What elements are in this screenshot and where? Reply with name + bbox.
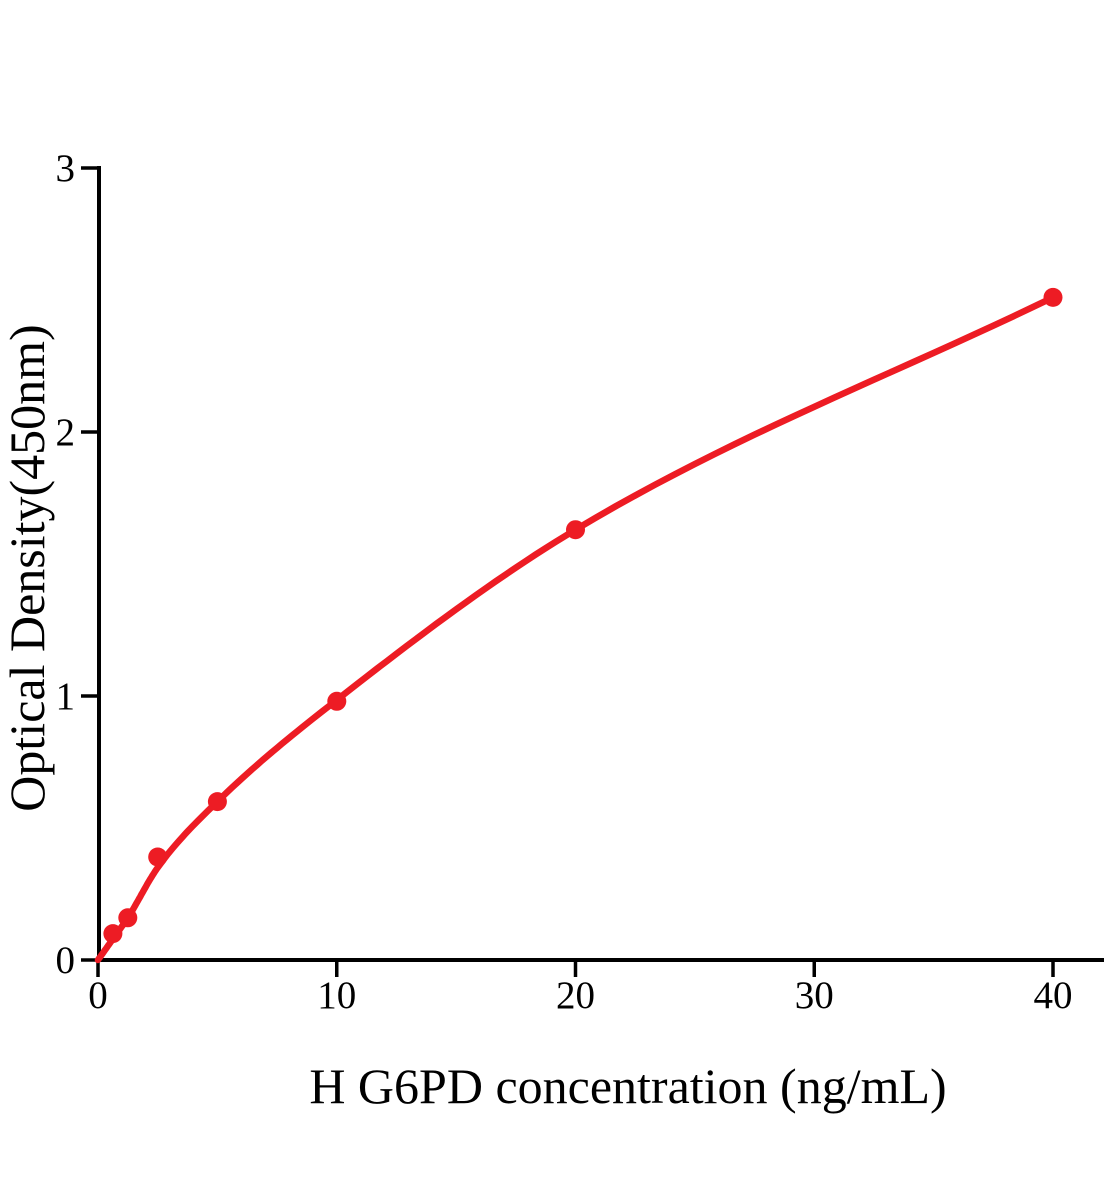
x-tick-label: 20 — [556, 974, 595, 1017]
x-tick-label: 0 — [88, 974, 108, 1017]
data-point — [103, 924, 123, 944]
y-tick-label: 0 — [56, 939, 76, 982]
y-axis-ticks: 0 1 2 3 — [56, 147, 97, 982]
x-tick-label: 30 — [795, 974, 834, 1017]
y-axis-title: Optical Density(450nm) — [0, 324, 55, 811]
y-tick-label: 2 — [56, 411, 76, 454]
data-point — [207, 792, 227, 812]
data-point — [1043, 287, 1063, 307]
x-axis-title: H G6PD concentration (ng/mL) — [309, 1058, 946, 1114]
x-tick-label: 40 — [1034, 974, 1073, 1017]
data-points — [103, 287, 1063, 944]
data-point — [327, 691, 347, 711]
x-axis-ticks: 0 10 20 30 40 — [88, 960, 1073, 1017]
axes — [97, 166, 1104, 962]
y-tick-label: 1 — [56, 675, 76, 718]
fit-curve — [94, 294, 1057, 964]
x-tick-label: 10 — [317, 974, 356, 1017]
data-point — [148, 847, 168, 867]
data-point — [118, 908, 138, 928]
data-point — [566, 520, 585, 540]
y-tick-label: 3 — [56, 147, 76, 190]
